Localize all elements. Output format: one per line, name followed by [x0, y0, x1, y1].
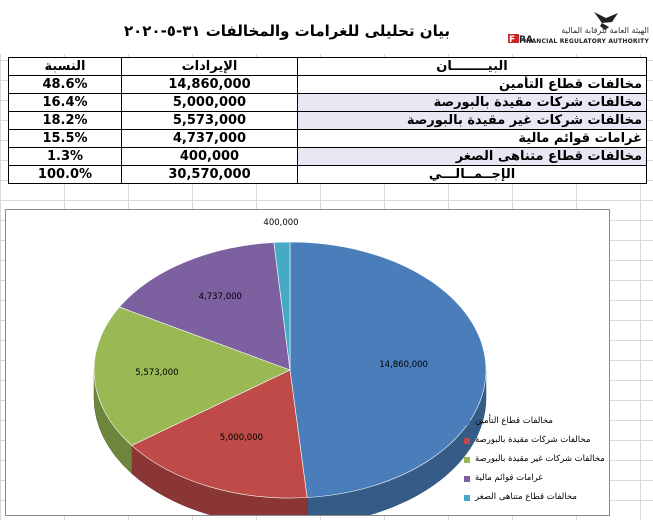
summary-table: النسبة الإيرادات البيــــــــان 48.6% 14…: [8, 57, 647, 184]
header-description: البيــــــــان: [297, 57, 647, 76]
table-row: 16.4% 5,000,000 مخالفات شركات مقيدة بالب…: [8, 93, 647, 112]
legend-label: مخالفات شركات مقيدة بالبورصة: [475, 435, 591, 445]
table-row: 15.5% 4,737,000 غرامات قوائم مالية: [8, 129, 647, 148]
svg-text:F: F: [509, 35, 515, 45]
ratio-cell: 1.3%: [8, 147, 122, 166]
description-cell: مخالفات قطاع التأمين: [297, 75, 647, 94]
table-row: 1.3% 400,000 مخالفات قطاع متناهى الصغر: [8, 147, 647, 166]
legend-item: مخالفات قطاع التأمين: [464, 416, 614, 430]
table-row: 18.2% 5,573,000 مخالفات شركات غير مقيدة …: [8, 111, 647, 130]
legend-item: مخالفات شركات مقيدة بالبورصة: [464, 435, 614, 449]
legend-swatch: [464, 457, 470, 463]
description-cell: غرامات قوائم مالية: [297, 129, 647, 148]
description-cell: مخالفات شركات غير مقيدة بالبورصة: [297, 111, 647, 130]
total-ratio-cell: 100.0%: [8, 165, 122, 184]
header-revenue: الإيرادات: [121, 57, 298, 76]
header-ratio: النسبة: [8, 57, 122, 76]
table-header-row: النسبة الإيرادات البيــــــــان: [8, 57, 647, 76]
legend-swatch: [464, 476, 470, 482]
legend-item: غرامات قوائم مالية: [464, 473, 614, 487]
pie-slice: [289, 241, 487, 498]
ratio-cell: 48.6%: [8, 75, 122, 94]
page-title: بيان تحليلى للغرامات والمخالفات ٣١-٥-٢٠٢…: [123, 22, 450, 40]
data-label: 4,737,000: [199, 292, 242, 302]
data-label: 14,860,000: [379, 360, 428, 370]
pie-slices-group: [93, 241, 487, 499]
data-label: 400,000: [263, 218, 298, 228]
revenue-cell: 5,000,000: [121, 93, 298, 112]
svg-text:RA: RA: [519, 35, 533, 45]
legend-item: مخالفات قطاع متناهى الصغر: [464, 492, 614, 506]
fra-logo: F RA الهيئة العامة للرقابة المالية FINAN…: [506, 10, 649, 48]
total-revenue-cell: 30,570,000: [121, 165, 298, 184]
logo-arabic-text: الهيئة العامة للرقابة المالية: [561, 26, 649, 35]
legend-swatch: [464, 419, 470, 425]
legend-item: مخالفات شركات غير مقيدة بالبورصة: [464, 454, 614, 468]
pie-slice: [93, 306, 291, 446]
pie-chart: 14,860,000 5,000,000 5,573,000 4,737,000 400…: [93, 218, 487, 515]
legend-swatch: [464, 495, 470, 501]
table-row: 48.6% 14,860,000 مخالفات قطاع التأمين: [8, 75, 647, 94]
logo-english-text: FINANCIAL REGULATORY AUTHORITY: [519, 38, 649, 45]
chart-frame: 14,860,000 5,000,000 5,573,000 4,737,000 400…: [5, 209, 610, 516]
description-cell: مخالفات قطاع متناهى الصغر: [297, 147, 647, 166]
revenue-cell: 5,573,000: [121, 111, 298, 130]
legend-swatch: [464, 438, 470, 444]
data-label: 5,573,000: [135, 368, 178, 378]
revenue-cell: 400,000: [121, 147, 298, 166]
legend-label: غرامات قوائم مالية: [475, 473, 543, 483]
description-cell: مخالفات شركات مقيدة بالبورصة: [297, 93, 647, 112]
ratio-cell: 16.4%: [8, 93, 122, 112]
ratio-cell: 18.2%: [8, 111, 122, 130]
fra-logo-icon: F RA: [508, 12, 618, 45]
revenue-cell: 14,860,000: [121, 75, 298, 94]
header-band: [0, 0, 653, 54]
table-total-row: 100.0% 30,570,000 الإجــمــالـــي: [8, 165, 647, 184]
revenue-cell: 4,737,000: [121, 129, 298, 148]
legend-label: مخالفات شركات غير مقيدة بالبورصة: [475, 454, 605, 464]
legend-label: مخالفات قطاع التأمين: [475, 416, 553, 426]
pie-labels-group: 14,860,000 5,000,000 5,573,000 4,737,000 400…: [135, 218, 428, 443]
pie-slice: [118, 242, 291, 371]
legend-label: مخالفات قطاع متناهى الصغر: [475, 492, 577, 502]
pie-slice: [273, 241, 291, 371]
total-description-cell: الإجــمــالـــي: [297, 165, 647, 184]
pie-slice: [131, 369, 308, 499]
ratio-cell: 15.5%: [8, 129, 122, 148]
data-label: 5,000,000: [220, 433, 263, 443]
